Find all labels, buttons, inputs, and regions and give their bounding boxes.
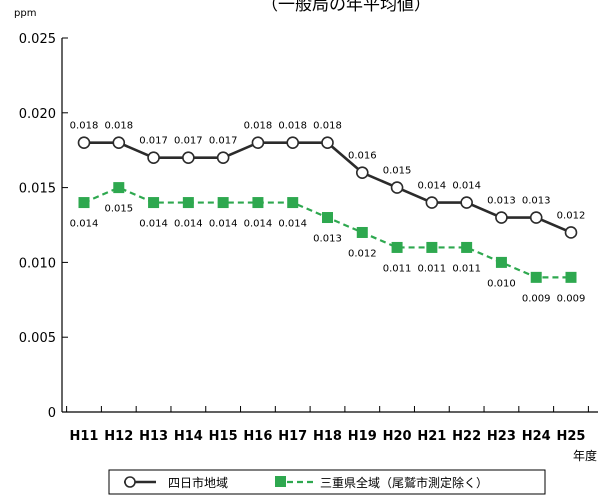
data-label: 0.009 [522, 293, 551, 304]
data-point-marker [113, 182, 125, 194]
x-tick-label: H20 [383, 429, 412, 444]
data-label: 0.014 [70, 219, 99, 230]
x-tick-label: H12 [104, 429, 133, 444]
data-point-marker [148, 197, 160, 209]
y-tick-label: 0.020 [19, 107, 56, 122]
data-label: 0.018 [313, 121, 342, 132]
data-point-marker [77, 136, 91, 150]
data-label: 0.013 [313, 234, 342, 245]
x-tick-label: H14 [174, 429, 203, 444]
data-label: 0.018 [70, 121, 99, 132]
data-label: 0.014 [209, 219, 238, 230]
x-tick-label: H15 [209, 429, 238, 444]
data-point-marker [461, 241, 473, 253]
x-tick-label: H11 [70, 429, 99, 444]
data-point-marker [182, 197, 194, 209]
data-label: 0.014 [174, 219, 203, 230]
legend-box [108, 469, 546, 495]
y-tick-label: 0.010 [19, 256, 56, 271]
data-label: 0.017 [209, 136, 238, 147]
data-point-marker [390, 181, 404, 194]
x-tick-label: H25 [557, 429, 586, 444]
data-point-marker [321, 136, 334, 150]
data-point-marker [391, 241, 403, 253]
legend: 四日市地域 三重県全域（尾鷲市測定除く） [108, 469, 546, 495]
series-layer [77, 136, 578, 283]
legend-marker-1 [124, 476, 136, 488]
data-label: 0.011 [452, 263, 481, 274]
x-tick-label: H21 [417, 429, 446, 444]
data-point-marker [356, 226, 368, 238]
data-point-marker [322, 212, 333, 224]
y-tick-label: 0.015 [19, 182, 56, 197]
data-point-marker [216, 151, 230, 164]
data-label: 0.015 [383, 166, 412, 177]
data-label: 0.014 [139, 219, 168, 230]
data-point-marker [355, 166, 369, 179]
data-label: 0.014 [244, 219, 273, 230]
data-point-marker [529, 211, 543, 224]
data-label: 0.013 [487, 196, 516, 207]
data-point-marker [425, 196, 439, 209]
legend-marker-2 [275, 476, 286, 487]
axes: （一般局の年平均値） ppm 0 0.005 0.010 0.015 0.020 0.025 H… [14, 0, 598, 463]
data-label: 0.011 [383, 263, 412, 274]
data-label: 0.014 [452, 181, 481, 192]
data-point-marker [78, 197, 90, 209]
data-label: 0.011 [418, 263, 447, 274]
y-tick-label: 0.005 [19, 331, 56, 346]
x-tick-label: H19 [348, 429, 377, 444]
data-label: 0.009 [557, 293, 586, 304]
x-tick-label: H17 [278, 429, 307, 444]
legend-label-2: 三重県全域（尾鷲市測定除く） [320, 475, 488, 490]
data-label: 0.017 [174, 136, 203, 147]
legend-label-1: 四日市地域 [168, 475, 228, 490]
data-label: 0.018 [104, 121, 133, 132]
y-tick-label: 0 [48, 406, 56, 421]
data-label: 0.012 [348, 248, 377, 259]
data-labels: 0.018 0.018 0.017 0.017 0.017 0.018 0.018 0.018… [70, 121, 586, 305]
data-point-marker [182, 151, 195, 164]
x-tick-label: H22 [452, 429, 481, 444]
data-point-marker [252, 197, 264, 209]
data-point-marker [495, 256, 507, 268]
data-point-marker [147, 151, 160, 164]
x-tick-label: H13 [139, 429, 168, 444]
data-label: 0.013 [522, 196, 551, 207]
data-label: 0.016 [348, 151, 377, 162]
y-unit-label: ppm [14, 8, 36, 19]
data-label: 0.014 [418, 181, 447, 192]
data-point-marker [565, 271, 577, 283]
data-point-marker [495, 211, 508, 224]
data-point-marker [530, 271, 542, 283]
data-point-marker [112, 136, 126, 150]
data-label: 0.018 [244, 121, 273, 132]
x-tick-label: H16 [243, 429, 272, 444]
y-tick-label: 0.025 [19, 32, 56, 47]
chart-title: （一般局の年平均値） [261, 0, 431, 15]
x-tick-label: H24 [522, 429, 551, 444]
data-point-marker [426, 241, 438, 253]
data-label: 0.012 [557, 210, 586, 221]
data-label: 0.017 [139, 136, 168, 147]
data-label: 0.010 [487, 278, 516, 289]
data-point-marker [287, 197, 299, 209]
x-tick-label: H23 [487, 429, 516, 444]
data-label: 0.014 [278, 219, 307, 230]
data-point-marker [286, 136, 300, 150]
data-point-marker [217, 197, 229, 209]
data-label: 0.015 [104, 204, 133, 215]
data-label: 0.018 [278, 121, 307, 132]
data-point-marker [564, 226, 578, 239]
data-point-marker [251, 136, 265, 150]
data-point-marker [460, 196, 473, 209]
x-unit-label: 年度 [573, 448, 597, 463]
x-tick-label: H18 [313, 429, 342, 444]
